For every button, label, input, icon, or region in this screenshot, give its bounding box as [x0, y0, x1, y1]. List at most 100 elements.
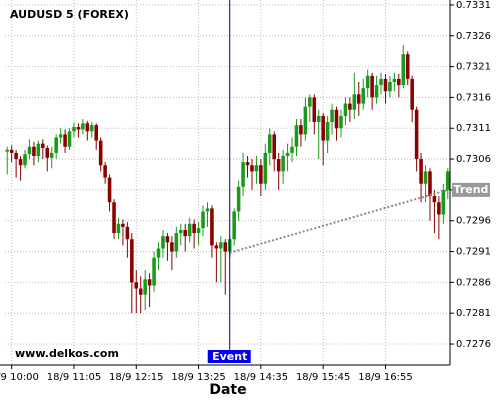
y-tick-label: 0.7331: [456, 0, 491, 11]
candle-body: [94, 125, 99, 141]
candle-body: [9, 149, 14, 153]
candle-body: [392, 78, 397, 83]
chart-title: AUDUSD 5 (FOREX): [10, 8, 129, 21]
x-tick-label: 18/9 14:35: [234, 372, 288, 383]
candle-body: [334, 109, 339, 129]
candle-body: [428, 171, 432, 197]
candle-body: [312, 97, 317, 123]
candle-body: [27, 146, 32, 155]
y-tick-label: 0.7291: [456, 247, 491, 258]
candle-body: [294, 125, 299, 147]
candle-body: [36, 143, 41, 156]
candle-body: [290, 146, 294, 153]
event-label: Event: [212, 350, 247, 363]
x-tick-label: 18/9 10:00: [0, 372, 39, 383]
candle-body: [116, 223, 121, 234]
y-tick-label: 0.7321: [456, 62, 491, 73]
candle-body: [183, 229, 188, 237]
candle-body: [223, 242, 228, 252]
candle-body: [138, 288, 143, 295]
candle-body: [348, 103, 352, 110]
y-tick-label: 0.7311: [456, 123, 491, 134]
candle-body: [49, 152, 54, 158]
candle-body: [18, 159, 23, 166]
y-tick-label: 0.7281: [456, 308, 491, 319]
candle-body: [383, 78, 388, 92]
candle-body: [32, 146, 36, 156]
event-label-box: [207, 350, 251, 363]
candle-body: [365, 75, 370, 89]
candle-body: [410, 78, 414, 110]
candle-body: [192, 223, 196, 234]
candle-body: [254, 165, 259, 172]
candle-body: [276, 159, 281, 172]
candle-body: [437, 202, 441, 215]
candle-body: [321, 115, 325, 141]
x-tick-label: 18/9 12:15: [109, 372, 163, 383]
candle-body: [134, 282, 139, 289]
watermark: www.delkos.com: [15, 347, 119, 360]
candle-body: [121, 223, 125, 227]
candle-body: [316, 115, 321, 123]
candle-body: [214, 245, 219, 249]
candle-body: [112, 202, 116, 234]
candles: [5, 45, 450, 314]
x-tick-label: 18/9 15:45: [296, 372, 350, 383]
candle-body: [89, 125, 94, 132]
candle-body: [414, 109, 419, 160]
candle-body: [165, 236, 170, 243]
candle-body: [388, 82, 392, 92]
candle-body: [308, 97, 312, 107]
candle-body: [107, 177, 112, 203]
candle-body: [250, 165, 254, 172]
trend-label-box: [452, 182, 490, 197]
candle-body: [174, 233, 179, 252]
candle-body: [41, 143, 45, 148]
candle-body: [263, 152, 268, 184]
candle-body: [272, 134, 277, 160]
candle-body: [170, 242, 174, 252]
candle-body: [343, 103, 348, 116]
candle-body: [196, 228, 201, 234]
candle-body: [370, 75, 374, 98]
candle-body: [401, 54, 406, 86]
candle-body: [201, 211, 205, 229]
candle-body: [187, 223, 192, 237]
candle-body: [147, 279, 152, 286]
candle-body: [445, 171, 450, 190]
candle-body: [330, 109, 334, 123]
x-tick-label: 18/9 16:55: [358, 372, 412, 383]
candle-body: [423, 171, 428, 184]
y-tick-label: 0.7326: [456, 31, 491, 42]
candle-body: [85, 123, 90, 132]
candle-body: [356, 94, 361, 104]
candle-body: [299, 125, 303, 135]
candle-body: [259, 165, 263, 184]
candle-body: [67, 131, 72, 147]
candle-body: [63, 134, 67, 147]
candle-body: [161, 236, 165, 249]
candle-body: [143, 279, 147, 295]
candle-body: [5, 149, 10, 152]
candle-body: [419, 159, 423, 184]
candle-body: [54, 137, 58, 153]
overlay: Event: [207, 0, 449, 363]
candle-body: [236, 186, 241, 212]
y-tick-label: 0.7306: [456, 154, 491, 165]
candle-body: [285, 152, 290, 156]
candle-body: [58, 134, 63, 138]
candle-body: [210, 208, 214, 246]
x-axis-title: Date: [209, 382, 246, 398]
y-tick-label: 0.7296: [456, 216, 491, 227]
candle-body: [303, 106, 308, 135]
candle-body: [245, 162, 250, 166]
candle-body: [361, 88, 366, 104]
candle-body: [45, 147, 50, 158]
trend-line: [229, 188, 449, 254]
candle-body: [405, 54, 410, 79]
candle-body: [205, 208, 210, 212]
candle-body: [374, 85, 379, 98]
candle-body: [441, 189, 446, 215]
